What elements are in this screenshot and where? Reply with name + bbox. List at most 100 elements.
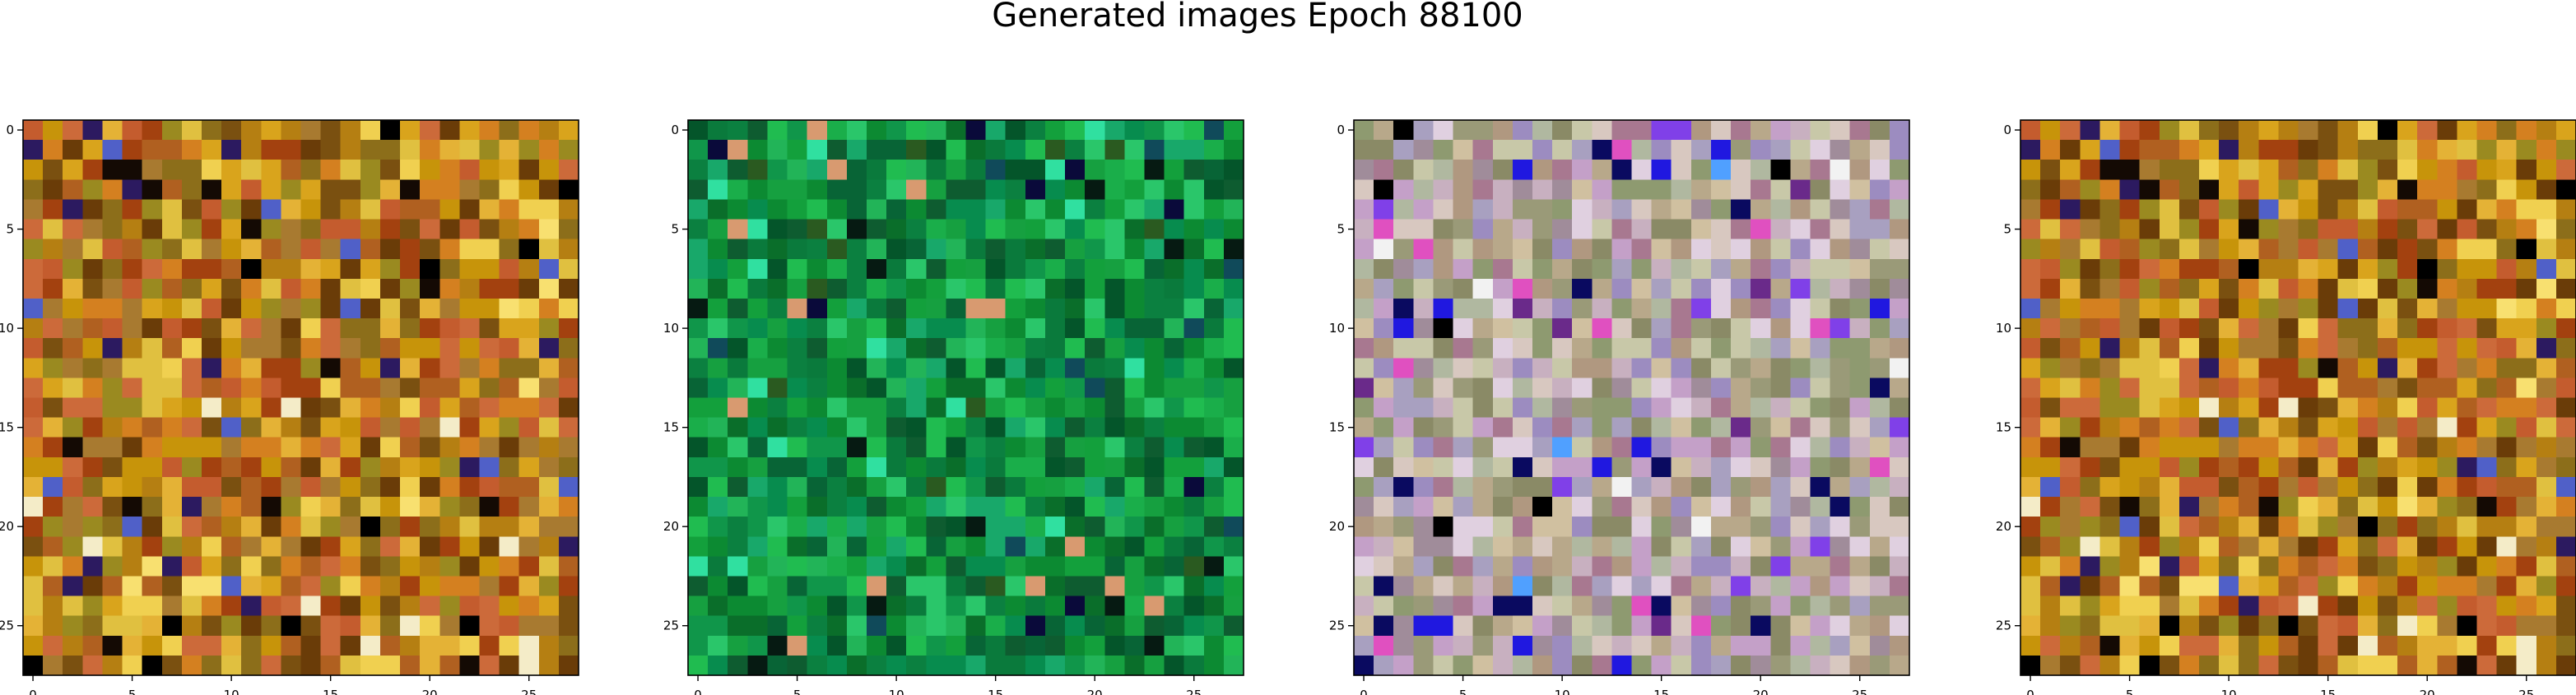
pixel-cell (2397, 655, 2418, 676)
pixel-cell (82, 219, 104, 240)
pixel-cell (2159, 397, 2180, 419)
pixel-cell (479, 378, 500, 399)
pixel-cell (886, 556, 907, 577)
pixel-cell (1592, 437, 1612, 458)
pixel-cell (281, 576, 302, 597)
pixel-cell (846, 318, 867, 339)
pixel-cell (1869, 258, 1890, 280)
pixel-cell (1532, 635, 1553, 656)
pixel-cell (181, 456, 202, 478)
pixel-cell (1790, 239, 1811, 260)
pixel-cell (142, 655, 163, 676)
pixel-cell (1592, 120, 1612, 141)
pixel-cell (688, 397, 709, 419)
pixel-cell (1203, 517, 1225, 537)
pixel-cell (2496, 160, 2518, 180)
pixel-cell (1025, 635, 1046, 656)
pixel-cell (1889, 556, 1910, 577)
pixel-cell (1354, 595, 1374, 617)
pixel-cell (420, 219, 440, 240)
pixel-cell (439, 378, 460, 399)
pixel-cell (2020, 160, 2041, 180)
pixel-cell (1453, 239, 1474, 260)
pixel-cell (866, 140, 887, 160)
pixel-cell (1223, 595, 1244, 617)
pixel-cell (2417, 298, 2438, 319)
pixel-cell (360, 219, 381, 240)
pixel-cell (1731, 595, 1751, 617)
pixel-cell (866, 298, 887, 319)
pixel-cell (1512, 298, 1533, 319)
pixel-cell (2437, 437, 2457, 458)
pixel-cell (360, 655, 381, 676)
pixel-cell (400, 517, 421, 537)
pixel-cell (161, 298, 183, 319)
pixel-cell (2357, 476, 2378, 498)
pixel-cell (420, 635, 440, 656)
pixel-cell (1223, 437, 1244, 458)
pixel-cell (1104, 397, 1125, 419)
pixel-cell (261, 358, 281, 378)
pixel-cell (728, 576, 748, 597)
pixel-cell (1512, 199, 1533, 220)
pixel-cell (1770, 378, 1791, 399)
pixel-cell (400, 219, 421, 240)
pixel-cell (2496, 595, 2518, 617)
pixel-cell (1492, 140, 1514, 160)
pixel-cell (379, 179, 401, 201)
pixel-cell (2357, 615, 2378, 637)
pixel-cell (1085, 199, 1105, 220)
pixel-cell (1044, 576, 1066, 597)
pixel-cell (2496, 437, 2518, 458)
pixel-cell (1472, 635, 1494, 656)
pixel-cell (1710, 338, 1732, 359)
pixel-cell (2357, 258, 2378, 280)
pixel-cell (1393, 576, 1414, 597)
pixel-cell (1810, 456, 1831, 478)
pixel-cell (985, 239, 1007, 260)
pixel-cell (459, 655, 481, 676)
pixel-cell (281, 338, 302, 359)
pixel-cell (1085, 338, 1105, 359)
y-tick-label: 10 (0, 321, 14, 336)
pixel-cell (1830, 517, 1851, 537)
pixel-cell (2080, 536, 2101, 557)
pixel-cell (1085, 318, 1105, 339)
pixel-cell (379, 160, 401, 180)
pixel-cell (767, 397, 788, 419)
pixel-cell (1453, 556, 1474, 577)
pixel-cell (459, 338, 481, 359)
pixel-cell (1183, 635, 1205, 656)
pixel-cell (261, 655, 281, 676)
pixel-cell (688, 160, 709, 180)
pixel-cell (300, 595, 322, 617)
pixel-cell (1770, 219, 1791, 240)
pixel-cell (1751, 199, 1771, 220)
pixel-cell (1085, 239, 1105, 260)
pixel-cell (2516, 417, 2537, 438)
pixel-cell (1413, 517, 1434, 537)
pixel-cell (886, 378, 907, 399)
pixel-cell (1849, 338, 1871, 359)
pixel-cell (1532, 497, 1553, 517)
pixel-cell (2258, 258, 2279, 280)
pixel-cell (1183, 497, 1205, 517)
pixel-cell (1393, 635, 1414, 656)
pixel-cell (1631, 476, 1653, 498)
pixel-cell (1164, 576, 1185, 597)
pixel-cell (142, 179, 163, 201)
pixel-cell (1085, 497, 1105, 517)
pixel-cell (767, 219, 788, 240)
pixel-cell (1690, 219, 1712, 240)
pixel-cell (2337, 417, 2359, 438)
pixel-cell (2298, 160, 2319, 180)
pixel-cell (846, 556, 867, 577)
pixel-cell (2040, 160, 2061, 180)
pixel-cell (439, 120, 460, 141)
pixel-cell (1731, 219, 1751, 240)
pixel-cell (1065, 298, 1086, 319)
pixel-cell (747, 417, 769, 438)
pixel-cell (2318, 378, 2339, 399)
pixel-cell (2357, 576, 2378, 597)
pixel-cell (102, 655, 123, 676)
